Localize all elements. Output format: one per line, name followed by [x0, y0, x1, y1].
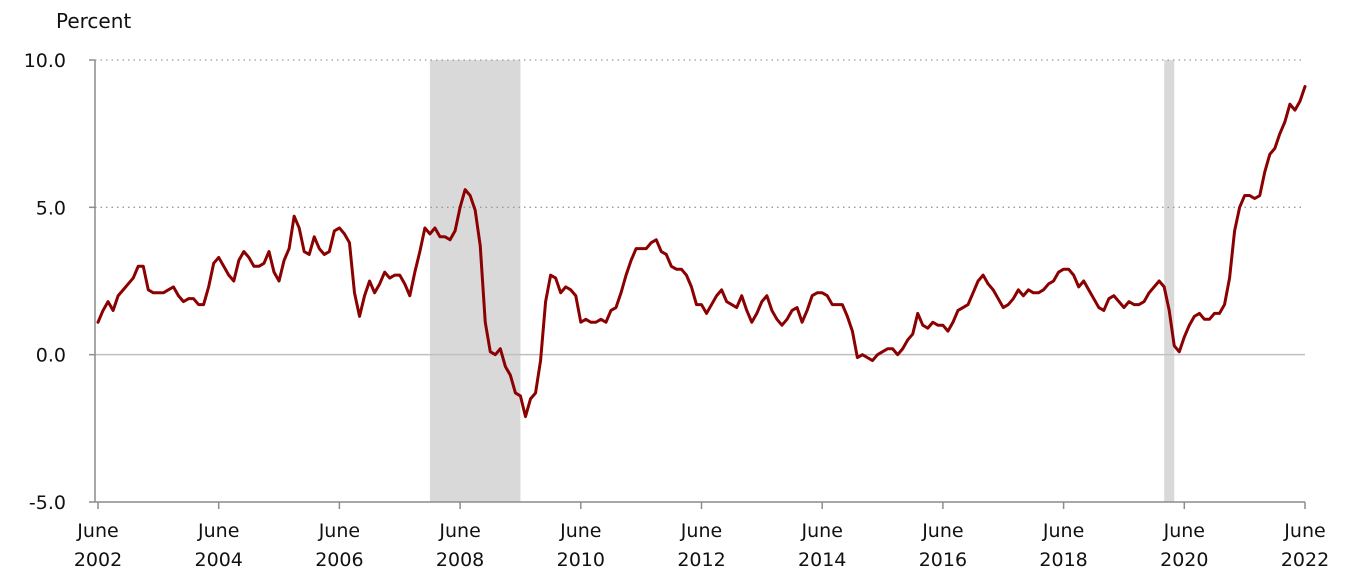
recession-band-2 [1164, 60, 1175, 502]
x-tick-label-year: 2004 [195, 549, 243, 571]
x-tick-label-year: 2002 [74, 549, 122, 571]
gridlines-layer [95, 59, 1305, 356]
x-tick-label-year: 2022 [1281, 549, 1329, 571]
x-tick-label-month: June [559, 520, 601, 542]
y-axis-label: Percent [56, 9, 131, 33]
x-tick-label-year: 2010 [557, 549, 605, 571]
x-tick-label-month: June [197, 520, 239, 542]
x-tick-label-month: June [921, 520, 963, 542]
x-tick-label-year: 2016 [919, 549, 967, 571]
y-tick-label: 5.0 [36, 197, 66, 219]
x-tick-label-year: 2014 [798, 549, 846, 571]
y-tick-label: -5.0 [29, 492, 66, 514]
tick-labels-layer: -5.0 0.0 5.0 10.0 June 2002 June 2004 June 2006 Ju… [24, 50, 1329, 571]
x-tick-label-month: June [1163, 520, 1205, 542]
recession-band-1 [429, 60, 521, 502]
y-tick-label: 0.0 [36, 345, 66, 367]
series-line-1 [96, 85, 1307, 419]
x-tick-label-month: June [318, 520, 360, 542]
x-tick-label-month: June [1283, 520, 1325, 542]
x-tick-label-month: June [801, 520, 843, 542]
y-tick-label: 10.0 [24, 50, 66, 72]
x-tick-label-month: June [680, 520, 722, 542]
x-tick-label-month: June [438, 520, 480, 542]
x-tick-label-month: June [76, 520, 118, 542]
x-tick-label-year: 2020 [1160, 549, 1208, 571]
x-tick-label-year: 2008 [436, 549, 484, 571]
x-tick-label-year: 2018 [1039, 549, 1087, 571]
x-tick-label-year: 2006 [315, 549, 363, 571]
recession-shading-layer [429, 60, 1175, 502]
series-layer [96, 85, 1307, 419]
x-tick-label-month: June [1042, 520, 1084, 542]
axes-layer [89, 59, 1306, 509]
x-tick-label-year: 2012 [677, 549, 725, 571]
